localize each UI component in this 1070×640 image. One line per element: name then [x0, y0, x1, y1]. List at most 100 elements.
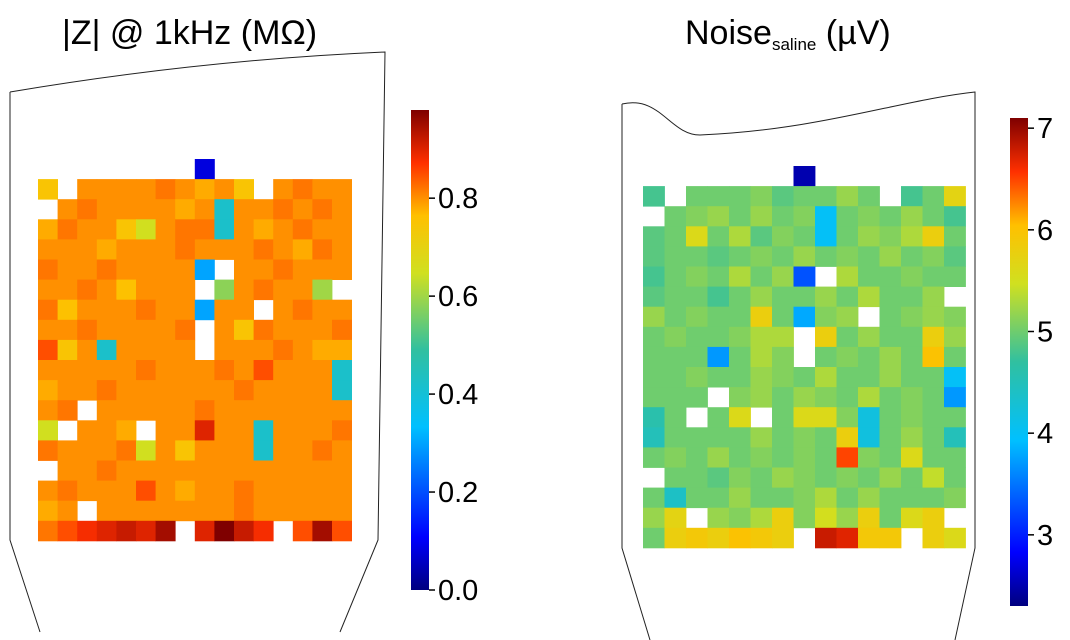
heatmap-cell: [116, 480, 137, 502]
heatmap-cell: [57, 299, 78, 321]
heatmap-cell: [750, 186, 773, 207]
chart-title-noise: Noisesaline (µV): [685, 14, 891, 55]
heatmap-cell: [332, 319, 352, 341]
heatmap-cell: [922, 527, 945, 549]
heatmap-cell: [332, 520, 352, 542]
heatmap-cell: [194, 259, 215, 280]
heatmap-cell: [707, 447, 730, 468]
heatmap-cell: [155, 440, 176, 461]
heatmap-cell: [155, 400, 176, 421]
heatmap-cell: [815, 407, 837, 428]
heatmap-cell: [57, 339, 78, 361]
heatmap-cell: [793, 447, 816, 468]
heatmap-cell: [234, 520, 254, 542]
heatmap-cell: [77, 360, 98, 381]
heatmap-cell: [686, 286, 708, 308]
heatmap-cell: [155, 460, 176, 481]
heatmap-cell: [332, 299, 352, 321]
colorbar-tick-label: 4: [1037, 418, 1053, 450]
heatmap-cell: [312, 420, 333, 441]
heatmap-cell: [815, 186, 837, 207]
heatmap-cell: [772, 387, 794, 408]
heatmap-cell: [234, 219, 254, 240]
heatmap-cell: [273, 480, 294, 502]
heatmap-cell: [214, 520, 235, 542]
heatmap-cell: [707, 407, 730, 428]
heatmap-cell: [901, 447, 923, 468]
heatmap-cell: [793, 387, 816, 408]
heatmap-cell: [922, 286, 945, 308]
heatmap-cell: [686, 246, 708, 267]
heatmap-cell: [944, 467, 966, 488]
heatmap-cell: [312, 460, 333, 481]
heatmap-cell: [136, 500, 156, 522]
heatmap-cell: [96, 440, 117, 461]
heatmap-cell: [836, 326, 859, 348]
heatmap-cell: [707, 527, 730, 549]
heatmap-cell: [175, 339, 196, 361]
heatmap-cell: [836, 487, 859, 509]
heatmap-cell: [136, 520, 156, 542]
heatmap-cell: [729, 487, 751, 509]
heatmap-cell: [793, 166, 816, 187]
heatmap-cell: [155, 299, 176, 321]
heatmap-cell: [77, 219, 98, 240]
heatmap-cell: [750, 226, 773, 247]
heatmap-cell: [116, 520, 137, 542]
heatmap-cell: [273, 360, 294, 381]
heatmap-cell: [116, 460, 137, 481]
heatmap-cell: [57, 500, 78, 522]
heatmap-cell: [836, 206, 859, 227]
heatmap-cell: [136, 380, 156, 401]
chart-title-impedance: |Z| @ 1kHz (MΩ): [62, 14, 318, 52]
heatmap-cell: [922, 186, 945, 207]
heatmap-cell: [273, 440, 294, 461]
heatmap-cell: [729, 527, 751, 549]
heatmap-cell: [253, 400, 274, 421]
heatmap-cell: [922, 447, 945, 468]
heatmap-cell: [836, 286, 859, 308]
heatmap-cell: [116, 259, 137, 280]
heatmap-cell: [729, 387, 751, 408]
heatmap-cell: [312, 360, 333, 381]
noise-title-subscript: saline: [771, 35, 817, 54]
heatmap-cell: [234, 279, 254, 301]
heatmap-cell: [57, 400, 78, 421]
heatmap-cell: [686, 226, 708, 247]
heatmap-cell: [686, 427, 708, 448]
heatmap-cell: [214, 420, 235, 441]
heatmap-cell: [312, 179, 333, 200]
heatmap-cell: [750, 527, 773, 549]
heatmap-cell: [922, 306, 945, 328]
heatmap-cell: [214, 199, 235, 220]
heatmap-cell: [707, 487, 730, 509]
heatmap-cell: [772, 367, 794, 388]
heatmap-cell: [273, 460, 294, 481]
heatmap-cell: [214, 299, 235, 321]
heatmap-cell: [194, 239, 215, 260]
heatmap-cell: [116, 319, 137, 341]
heatmap-cell: [664, 467, 687, 488]
heatmap-cell: [901, 266, 923, 287]
heatmap-cell: [836, 427, 859, 448]
heatmap-cell: [234, 199, 254, 220]
heatmap-cell: [175, 319, 196, 341]
heatmap-cell: [292, 239, 313, 260]
heatmap-cell: [729, 286, 751, 308]
heatmap-cell: [77, 380, 98, 401]
heatmap-cell: [253, 460, 274, 481]
heatmap-cell: [273, 179, 294, 200]
heatmap-cell: [194, 219, 215, 240]
heatmap-cell: [234, 420, 254, 441]
heatmap-cell: [175, 360, 196, 381]
heatmap-cell: [815, 367, 837, 388]
heatmap-cell: [38, 239, 58, 260]
heatmap-cell: [901, 206, 923, 227]
heatmap-cell: [214, 239, 235, 260]
heatmap-cell: [292, 199, 313, 220]
heatmap-cell: [772, 407, 794, 428]
heatmap-cell: [815, 326, 837, 348]
heatmap-cell: [729, 407, 751, 428]
heatmap-cell: [77, 339, 98, 361]
heatmap-cell: [38, 279, 58, 301]
